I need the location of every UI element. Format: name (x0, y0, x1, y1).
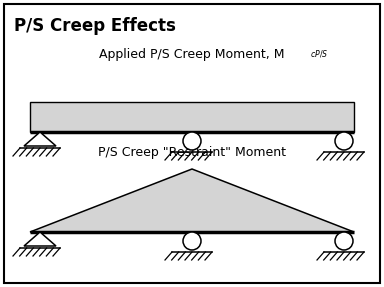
Polygon shape (24, 232, 56, 246)
Circle shape (183, 232, 201, 250)
Text: $_{cP/S}$: $_{cP/S}$ (310, 48, 328, 61)
Circle shape (335, 132, 353, 150)
Text: P/S Creep Effects: P/S Creep Effects (14, 17, 176, 35)
Polygon shape (30, 169, 354, 232)
Circle shape (183, 132, 201, 150)
Text: Applied P/S Creep Moment, M: Applied P/S Creep Moment, M (99, 48, 285, 61)
Polygon shape (24, 132, 56, 146)
Text: P/S Creep "Restraint" Moment: P/S Creep "Restraint" Moment (98, 146, 286, 159)
Bar (30, 102, 354, 132)
Circle shape (335, 232, 353, 250)
